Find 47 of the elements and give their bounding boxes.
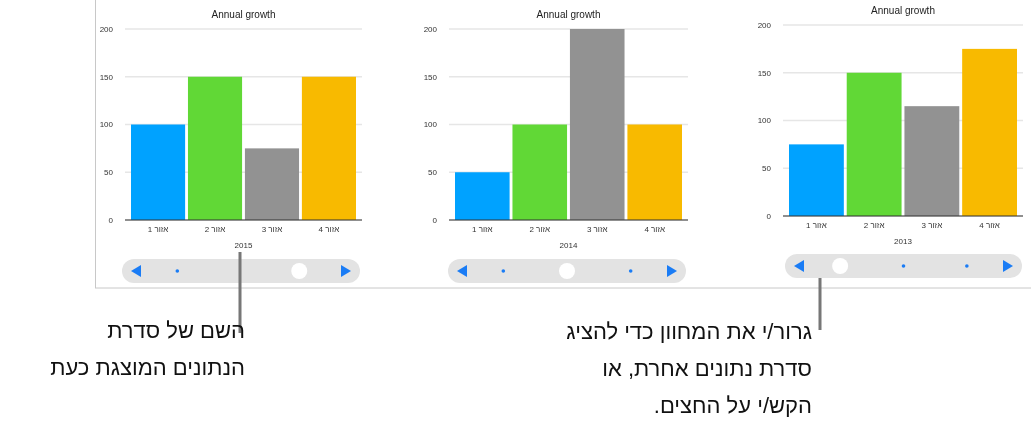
y-tick-label: 50: [762, 164, 772, 174]
bar: [846, 72, 902, 216]
bar: [569, 29, 625, 220]
bar: [244, 148, 300, 220]
bar: [962, 48, 1017, 216]
chart-title: Annual growth: [871, 5, 935, 16]
y-tick-label: 100: [99, 120, 114, 130]
y-tick-label: 50: [428, 168, 438, 178]
y-tick-label: 0: [108, 215, 114, 225]
y-tick-label: 100: [423, 120, 438, 130]
bar: [789, 144, 844, 216]
x-tick-label: אזור 1: [806, 221, 827, 230]
chart-title: Annual growth: [211, 9, 276, 20]
bar: [627, 124, 682, 220]
x-axis-title: 2015: [234, 241, 253, 250]
y-tick-label: 50: [104, 168, 114, 178]
x-tick-label: אזור 4: [644, 225, 666, 234]
y-tick-label: 200: [757, 20, 772, 30]
chart-title: Annual growth: [536, 9, 601, 20]
x-tick-label: אזור 4: [979, 221, 1000, 230]
x-tick-label: אזור 2: [863, 221, 885, 230]
y-tick-label: 200: [99, 24, 114, 34]
y-tick-label: 0: [432, 215, 438, 225]
text: גרור/י את המחוון כדי להציג סדרת נתונים אחרת, או הקש/י על החצים.: [566, 319, 812, 418]
x-tick-label: אזור 3: [921, 221, 943, 230]
x-tick-label: אזור 4: [318, 225, 340, 234]
x-tick-label: אזור 3: [261, 225, 283, 234]
x-tick-label: אזור 1: [147, 225, 169, 234]
bar: [187, 76, 243, 220]
x-tick-label: אזור 2: [204, 225, 226, 234]
text: השם של סדרת הנתונים המוצגת כעת: [50, 318, 245, 380]
bar: [512, 124, 568, 220]
y-tick-label: 0: [766, 211, 772, 221]
y-tick-label: 100: [757, 116, 772, 126]
bar: [904, 106, 960, 216]
bar: [131, 124, 186, 220]
bar: [301, 76, 356, 220]
y-tick-label: 150: [99, 72, 114, 82]
x-tick-label: אזור 2: [529, 225, 551, 234]
x-axis-title: 2013: [894, 237, 913, 246]
x-tick-label: אזור 1: [471, 225, 493, 234]
y-tick-label: 200: [423, 24, 438, 34]
bar: [455, 172, 510, 220]
y-tick-label: 150: [423, 72, 438, 82]
x-axis-title: 2014: [559, 241, 578, 250]
x-tick-label: אזור 3: [586, 225, 608, 234]
y-tick-label: 150: [757, 68, 772, 78]
